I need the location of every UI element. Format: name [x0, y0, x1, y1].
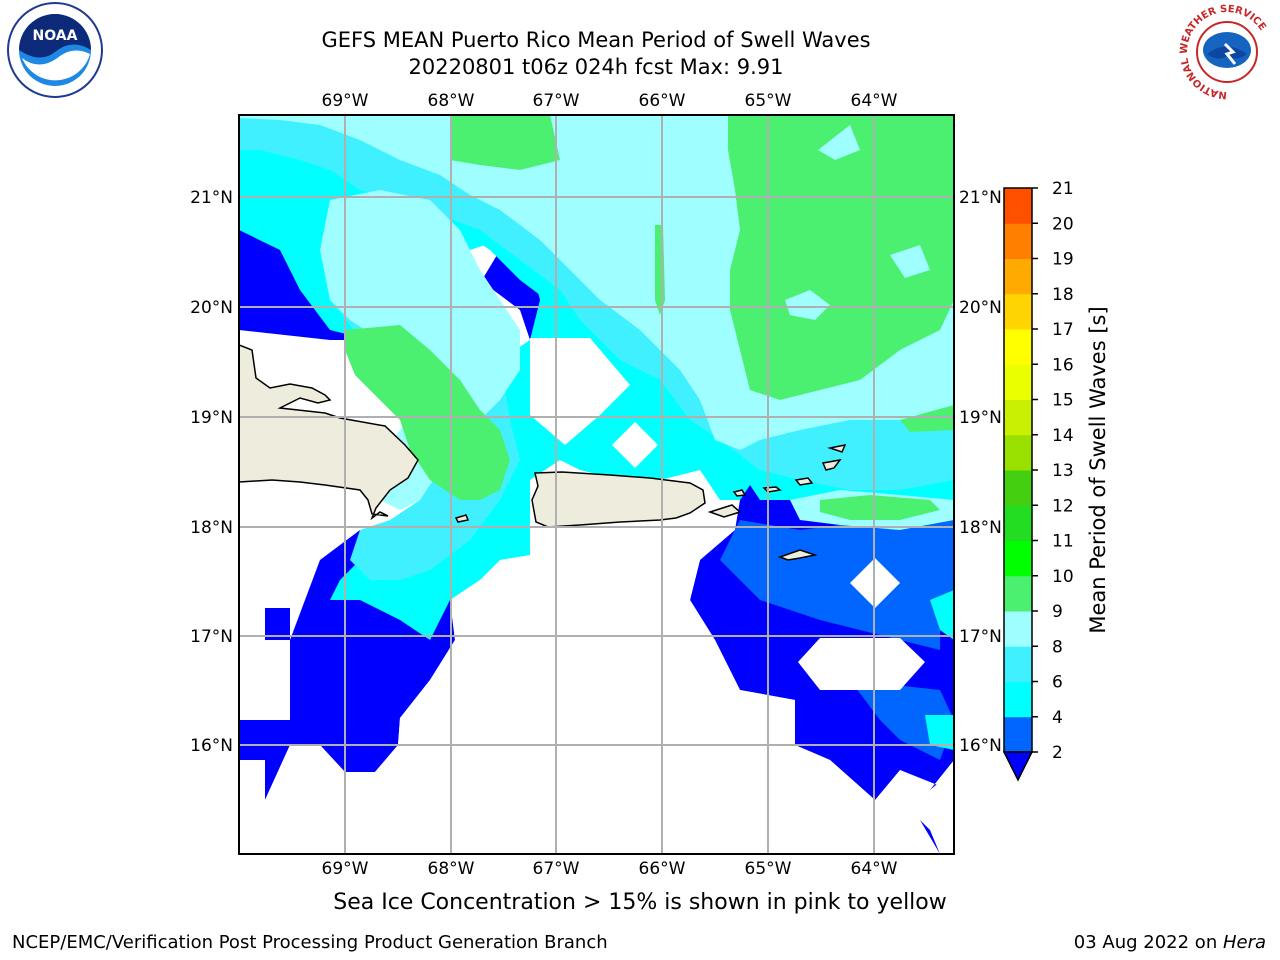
lat-label: 18°N — [190, 518, 233, 538]
colorbar-segment — [1004, 575, 1032, 612]
lat-label: 19°N — [959, 408, 1002, 428]
colorbar-tick-label: 19 — [1052, 250, 1074, 270]
lat-labels-right: 21°N 20°N 19°N 18°N 17°N 16°N — [959, 188, 1002, 756]
lat-label: 17°N — [959, 627, 1002, 647]
lat-label: 18°N — [959, 518, 1002, 538]
colorbar-tick-label: 2 — [1052, 743, 1063, 763]
lat-label: 16°N — [959, 736, 1002, 756]
colorbar-segment — [1004, 223, 1032, 259]
lon-label: 64°W — [851, 91, 898, 111]
lon-labels-bottom: 69°W 68°W 67°W 66°W 65°W 64°W — [322, 859, 898, 879]
lon-label: 69°W — [322, 859, 369, 879]
lon-label: 66°W — [639, 859, 686, 879]
map-frame — [238, 114, 955, 855]
colorbar — [1003, 187, 1033, 753]
colorbar-tick-label: 10 — [1052, 567, 1074, 587]
colorbar-tick-label: 18 — [1052, 285, 1074, 305]
lon-label: 65°W — [745, 859, 792, 879]
lon-label: 67°W — [533, 859, 580, 879]
noaa-logo-text: NOAA — [33, 28, 78, 44]
lat-label: 16°N — [190, 736, 233, 756]
lat-label: 21°N — [190, 188, 233, 208]
colorbar-tick-label: 14 — [1052, 426, 1074, 446]
lon-label: 68°W — [428, 91, 475, 111]
colorbar-tick-label: 17 — [1052, 320, 1074, 340]
lat-label: 17°N — [190, 627, 233, 647]
colorbar-label: Mean Period of Swell Waves [s] — [1086, 306, 1110, 633]
gridlines — [239, 115, 954, 854]
colorbar-tick-label: 20 — [1052, 214, 1074, 234]
colorbar-segment — [1004, 505, 1032, 541]
lat-label: 20°N — [959, 298, 1002, 318]
lon-label: 68°W — [428, 859, 475, 879]
colorbar-segment — [1004, 716, 1032, 753]
lon-label: 64°W — [851, 859, 898, 879]
colorbar-segment — [1004, 540, 1032, 577]
colorbar-tick-label: 4 — [1052, 708, 1063, 728]
sea-ice-caption: Sea Ice Concentration > 15% is shown in … — [333, 890, 947, 915]
swell-band-8-9-patches — [785, 125, 930, 320]
colorbar-segment — [1004, 188, 1032, 224]
colorbar-segment — [1004, 293, 1032, 330]
colorbar-tick-label: 8 — [1052, 637, 1063, 657]
colorbar-tick-label: 6 — [1052, 673, 1063, 693]
colorbar-ticks: 2 4 6 8 9 10 11 12 13 14 15 16 17 18 19 20 21 — [1032, 179, 1074, 763]
nws-logo: NATIONAL WEATHER SERVICE — [1177, 4, 1277, 104]
colorbar-tick-label: 13 — [1052, 461, 1074, 481]
colorbar-segment — [1004, 329, 1032, 365]
lat-label: 20°N — [190, 298, 233, 318]
colorbar-segment — [1004, 434, 1032, 471]
footer-machine: Hera — [1222, 932, 1266, 953]
swell-band-9-10 — [345, 115, 954, 520]
colorbar-segment — [1004, 399, 1032, 436]
lon-label: 65°W — [745, 91, 792, 111]
colorbar-segment — [1004, 258, 1032, 295]
colorbar-segment — [1004, 681, 1032, 718]
map-area — [239, 115, 954, 854]
colorbar-segment — [1004, 646, 1032, 682]
lon-labels-top: 69°W 68°W 67°W 66°W 65°W 64°W — [322, 91, 898, 111]
lat-label: 21°N — [959, 188, 1002, 208]
noaa-logo: NOAA — [0, 0, 110, 104]
lon-label: 69°W — [322, 91, 369, 111]
colorbar-segment — [1004, 364, 1032, 400]
colorbar-tick-label: 9 — [1052, 602, 1063, 622]
colorbar-tick-label: 15 — [1052, 391, 1074, 411]
footer-date-text: 03 Aug 2022 on — [1073, 932, 1223, 953]
footer-date: 03 Aug 2022 on Hera — [1074, 932, 1266, 953]
chart-subtitle: 20220801 t06z 024h fcst Max: 9.91 — [408, 55, 784, 79]
lon-label: 66°W — [639, 91, 686, 111]
colorbar-tick-label: 11 — [1052, 532, 1074, 552]
colorbar-segment — [1004, 470, 1032, 506]
colorbar-tick-label: 21 — [1052, 179, 1074, 199]
lat-label: 19°N — [190, 408, 233, 428]
lon-label: 67°W — [533, 91, 580, 111]
swell-band-edge — [720, 510, 954, 760]
colorbar-tick-label: 12 — [1052, 496, 1074, 516]
lat-labels-left: 21°N 20°N 19°N 18°N 17°N 16°N — [190, 188, 233, 756]
colorbar-extend-arrow — [1002, 751, 1034, 782]
footer-branch: NCEP/EMC/Verification Post Processing Pr… — [12, 932, 608, 953]
chart-title: GEFS MEAN Puerto Rico Mean Period of Swe… — [321, 28, 871, 52]
colorbar-tick-label: 16 — [1052, 355, 1074, 375]
colorbar-segment — [1004, 611, 1032, 647]
